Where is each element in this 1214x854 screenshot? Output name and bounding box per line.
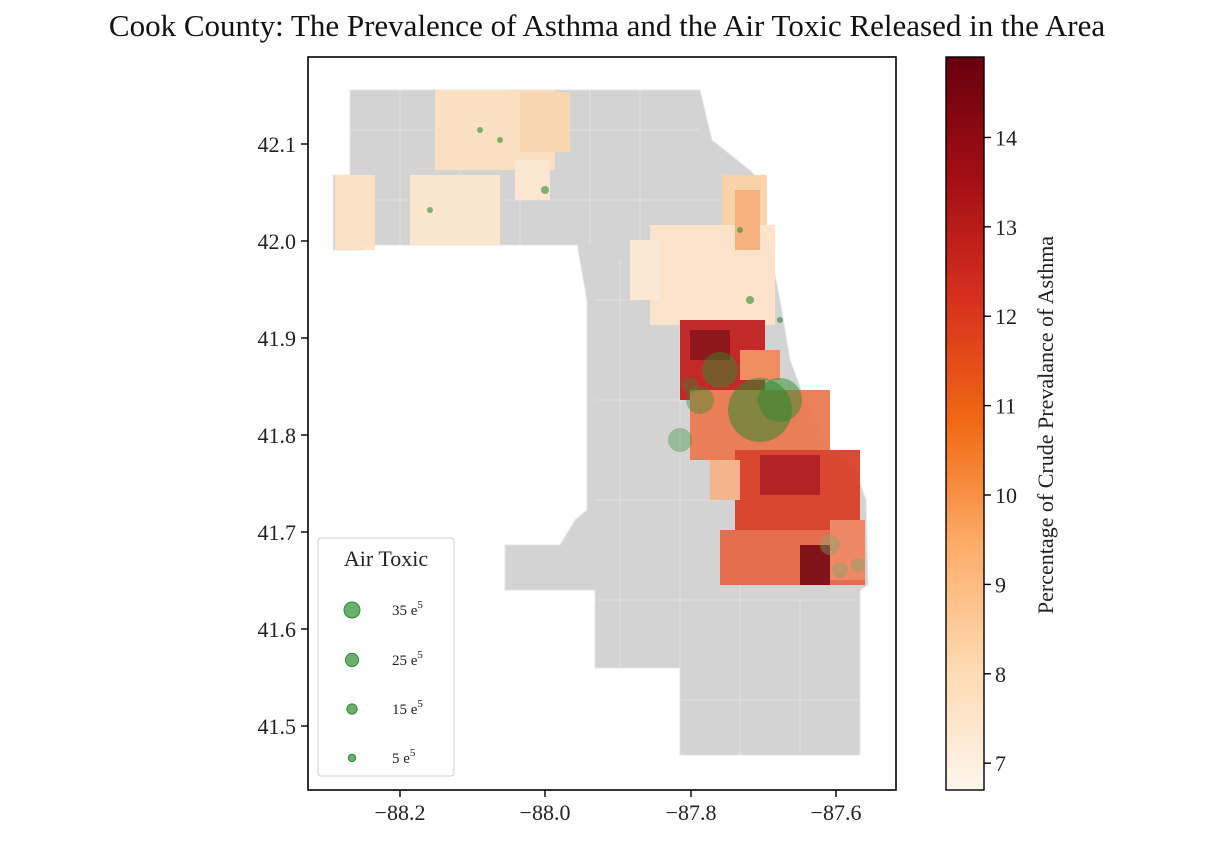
axes-frame [307,56,897,791]
x-tick-label: −87.6 [811,800,862,825]
legend-marker [347,753,357,763]
colorbar: 14 13 12 11 10 9 8 7 Percentage of Crude Preval… [945,56,1058,791]
colorbar-tick-label: 13 [995,215,1017,240]
colorbar-tick-label: 8 [995,662,1006,687]
colorbar-ticks: 14 13 12 11 10 9 8 7 [984,125,1017,776]
colorbar-tick-label: 11 [995,394,1016,419]
legend-label: 15 e5 [392,698,423,718]
legend-label-superscript: 5 [417,599,423,611]
legend-label-superscript: 5 [417,649,423,661]
y-tick-label: 42.1 [258,132,297,157]
legend-label-superscript: 5 [410,747,416,759]
y-tick-label: 41.7 [258,520,297,545]
y-tick-label: 41.6 [258,617,297,642]
colorbar-gradient [945,56,985,791]
legend-marker [346,703,358,715]
colorbar-label: Percentage of Crude Prevalance of Asthma [1033,236,1058,614]
legend-marker [343,601,361,619]
legend-label-superscript: 5 [417,698,423,710]
y-tick-label: 41.5 [258,714,297,739]
y-tick-label: 41.9 [258,326,297,351]
colorbar-tick-label: 14 [995,125,1017,150]
y-tick-label: 41.8 [258,423,297,448]
colorbar-tick-label: 12 [995,304,1017,329]
legend-marker [344,652,360,668]
map-area [332,89,869,756]
x-tick-label: −88.0 [520,800,571,825]
x-axis-ticks: −88.2 −88.0 −87.8 −87.6 [375,790,862,825]
legend-label: 35 e5 [392,599,423,619]
air-toxic-markers [427,127,865,578]
y-tick-label: 42.0 [258,229,297,254]
y-axis-ticks: 42.1 42.0 41.9 41.8 41.7 41.6 41.5 [258,132,308,739]
legend-label: 25 e5 [392,649,423,669]
x-tick-label: −88.2 [375,800,426,825]
colorbar-tick-label: 7 [995,751,1006,776]
x-tick-label: −87.8 [666,800,717,825]
colorbar-tick-label: 9 [995,572,1006,597]
chart-title: Cook County: The Prevalence of Asthma an… [108,8,1106,43]
colorbar-tick-label: 10 [995,483,1017,508]
legend-title: Air Toxic [344,546,428,571]
